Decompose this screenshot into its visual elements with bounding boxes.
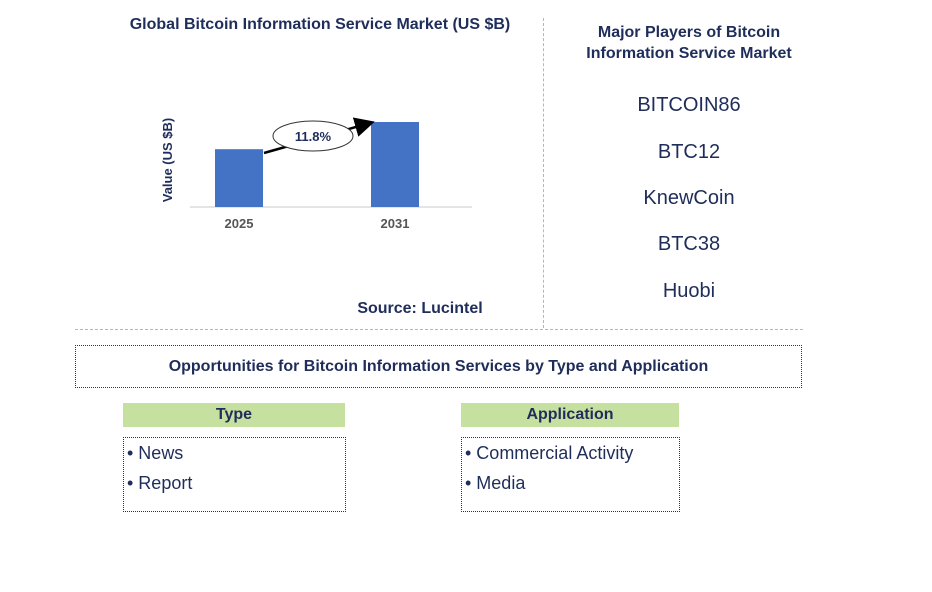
chart-title: Global Bitcoin Information Service Marke… (129, 16, 511, 33)
bar-2025 (215, 149, 263, 207)
type-list: • News • Report (123, 437, 346, 512)
players-title: Major Players of Bitcoin Information Ser… (586, 24, 792, 62)
type-item-report: • Report (127, 473, 193, 493)
x-tick-label: 2025 (225, 216, 254, 231)
type-header: Type (123, 403, 345, 427)
opportunities-title: Opportunities for Bitcoin Information Se… (75, 345, 802, 388)
player-item: Huobi (662, 280, 716, 302)
source-label: Source: Lucintel (357, 300, 483, 317)
type-item-news: • News (127, 443, 184, 463)
bar-chart: Value (US $B) 2025 2031 11.8% (160, 117, 472, 231)
vertical-divider (543, 18, 544, 328)
x-tick-label: 2031 (381, 216, 410, 231)
y-axis-label: Value (US $B) (160, 118, 175, 203)
application-item-media: • Media (465, 473, 526, 493)
player-item: KnewCoin (643, 187, 735, 209)
application-list: • Commercial Activity • Media (461, 437, 680, 512)
application-header: Application (461, 403, 679, 427)
growth-label: 11.8% (295, 129, 332, 144)
application-item-commercial-activity: • Commercial Activity (465, 443, 634, 463)
player-item: BITCOIN86 (637, 94, 741, 116)
player-item: BTC12 (657, 141, 721, 163)
player-item: BTC38 (657, 233, 721, 255)
bar-2031 (371, 122, 419, 207)
growth-ellipse (272, 120, 354, 152)
horizontal-divider (75, 329, 803, 330)
